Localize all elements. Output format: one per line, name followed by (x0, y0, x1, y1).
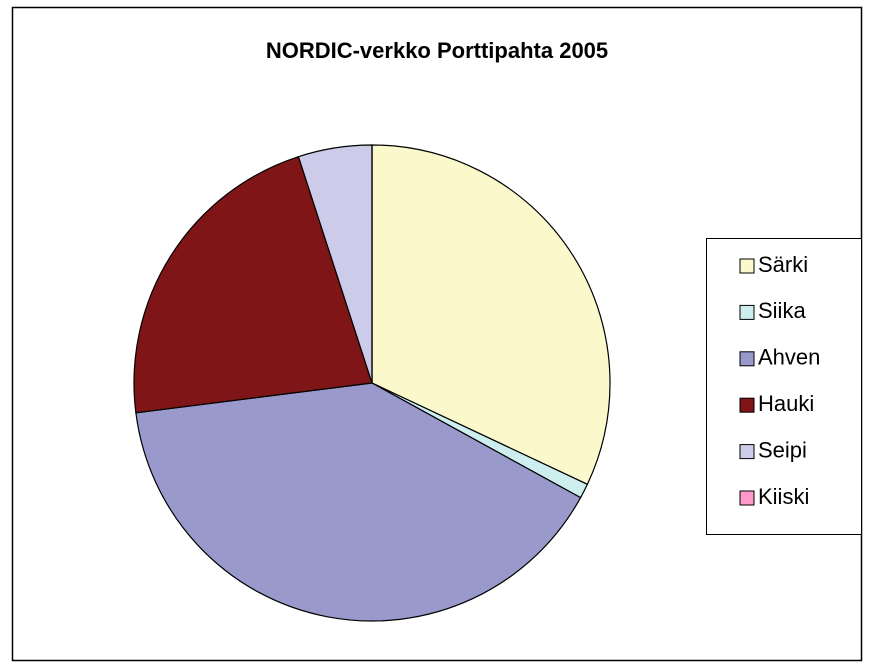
legend-label: Hauki (758, 391, 814, 416)
legend-swatch (739, 490, 755, 506)
legend-swatch (739, 444, 755, 460)
pie-slice (371, 144, 611, 486)
legend-label: Särki (758, 252, 808, 277)
legend-swatch (739, 397, 755, 413)
legend-label: Seipi (758, 437, 807, 462)
legend (706, 238, 862, 535)
legend-label: Ahven (758, 345, 820, 370)
legend-label: Kiiski (758, 484, 809, 509)
legend-label: Siika (758, 298, 806, 323)
legend-swatch (739, 351, 755, 367)
pie-slice (135, 382, 582, 622)
chart-title: NORDIC-verkko Porttipahta 2005 (266, 38, 608, 63)
legend-swatch (739, 304, 755, 320)
pie-slice (133, 155, 373, 414)
legend-swatch (739, 258, 755, 274)
